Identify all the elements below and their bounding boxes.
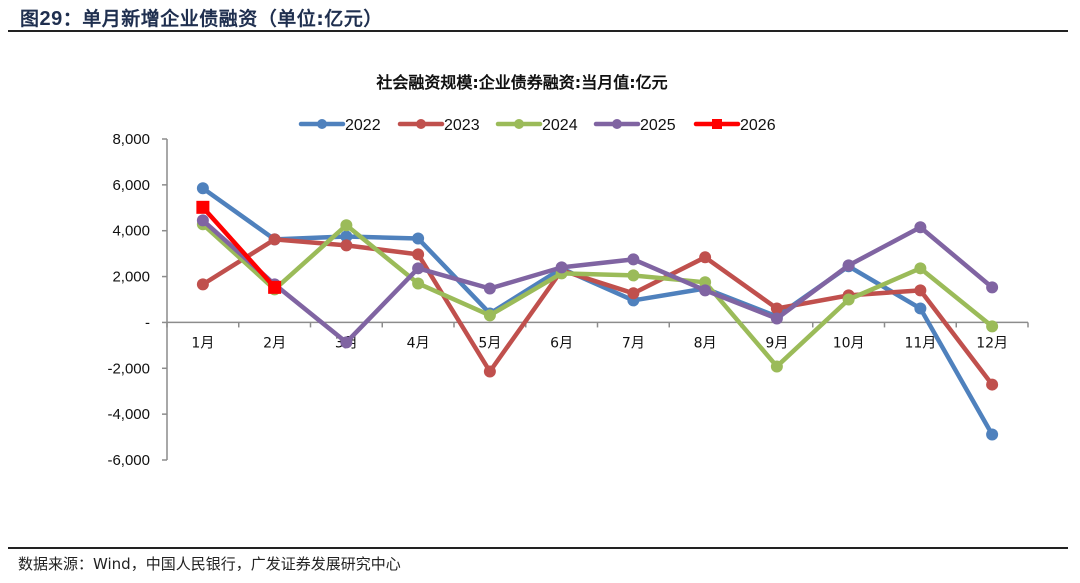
figure-caption-text: ：单月新增企业债融资（单位:亿元） xyxy=(62,8,383,30)
data-point xyxy=(914,262,927,275)
series-line-2026 xyxy=(200,205,277,290)
x-tick-label: 8月 xyxy=(694,335,717,351)
data-point xyxy=(268,233,281,246)
top-divider xyxy=(8,30,1068,32)
series-2025 xyxy=(196,214,999,349)
legend-label: 2023 xyxy=(444,117,480,134)
x-tick-label: 7月 xyxy=(622,335,645,351)
y-tick-label: 2,000 xyxy=(112,269,150,286)
x-tick-label: 5月 xyxy=(478,335,501,351)
data-point xyxy=(196,200,210,214)
data-point xyxy=(842,259,855,272)
x-tick-label: 6月 xyxy=(550,335,573,351)
legend-item-2026: 2026 xyxy=(693,117,776,134)
chart-title: 社会融资规模:企业债券融资:当月值:亿元 xyxy=(375,73,667,92)
data-point xyxy=(770,360,783,373)
data-point xyxy=(412,248,425,261)
figure-caption: 图29：单月新增企业债融资（单位:亿元） xyxy=(20,4,383,31)
data-point xyxy=(842,293,855,306)
series-line-2022 xyxy=(200,186,995,437)
y-tick-label: -6,000 xyxy=(107,452,150,469)
data-point xyxy=(627,287,640,300)
data-point xyxy=(412,262,425,275)
legend-item-2023: 2023 xyxy=(397,117,480,134)
x-tick-label: 10月 xyxy=(833,335,865,351)
series-2026 xyxy=(196,200,282,294)
legend-item-2022: 2022 xyxy=(298,117,381,134)
data-point xyxy=(412,232,425,245)
series-line-2025 xyxy=(200,218,995,345)
data-point xyxy=(627,253,640,266)
figure-prefix: 图 xyxy=(20,8,40,30)
data-point xyxy=(770,312,783,325)
legend: 2022 2023 2024 2025 2026 xyxy=(298,117,776,134)
data-point xyxy=(914,284,927,297)
data-point xyxy=(340,230,353,243)
data-point xyxy=(986,428,999,441)
data-point xyxy=(196,214,209,227)
source-note: 数据来源：Wind，中国人民银行，广发证券发展研究中心 xyxy=(18,555,401,573)
series-group xyxy=(196,182,999,441)
data-point xyxy=(699,284,712,297)
data-point xyxy=(986,281,999,294)
data-point xyxy=(340,239,353,252)
data-point xyxy=(699,251,712,264)
data-point xyxy=(914,302,927,315)
x-tick-label: 12月 xyxy=(976,335,1008,351)
data-point xyxy=(770,302,783,315)
legend-marker xyxy=(612,119,622,129)
bottom-divider xyxy=(8,547,1068,549)
data-point xyxy=(196,278,209,291)
data-point xyxy=(340,336,353,349)
y-tick-label: 8,000 xyxy=(112,131,150,148)
data-point xyxy=(483,365,496,378)
legend-label: 2024 xyxy=(542,117,578,134)
series-2023 xyxy=(196,233,999,391)
legend-label: 2026 xyxy=(740,117,776,134)
y-tick-label: - xyxy=(145,314,150,331)
series-2022 xyxy=(196,182,999,441)
data-point xyxy=(914,221,927,234)
legend-marker xyxy=(317,119,327,129)
figure-number: 29 xyxy=(39,8,63,30)
x-tick-label: 4月 xyxy=(407,335,430,351)
legend-label: 2025 xyxy=(640,117,676,134)
data-point xyxy=(483,309,496,322)
y-tick-label: 4,000 xyxy=(112,223,150,240)
data-point xyxy=(627,269,640,282)
legend-item-2024: 2024 xyxy=(495,117,578,134)
data-point xyxy=(986,378,999,391)
legend-marker xyxy=(514,119,524,129)
series-line-2024 xyxy=(200,222,995,369)
data-point xyxy=(412,277,425,290)
data-point xyxy=(555,261,568,274)
data-point xyxy=(340,219,353,232)
legend-marker xyxy=(416,119,426,129)
legend-label: 2022 xyxy=(345,117,381,134)
data-point xyxy=(986,320,999,333)
axes: 8,000 6,000 4,000 2,000 - -2,000 -4,000 -6,000 1… xyxy=(107,131,1029,469)
legend-item-2025: 2025 xyxy=(593,117,676,134)
x-tick-label: 2月 xyxy=(263,335,286,351)
data-point xyxy=(483,282,496,295)
data-point xyxy=(196,182,209,195)
x-tick-label: 9月 xyxy=(765,335,788,351)
x-tick-label: 11月 xyxy=(904,335,936,351)
data-point xyxy=(268,280,282,294)
y-tick-label: -2,000 xyxy=(107,360,150,377)
y-tick-label: -4,000 xyxy=(107,406,150,423)
legend-marker xyxy=(712,119,722,129)
y-tick-label: 6,000 xyxy=(112,177,150,194)
x-tick-label: 1月 xyxy=(191,335,214,351)
